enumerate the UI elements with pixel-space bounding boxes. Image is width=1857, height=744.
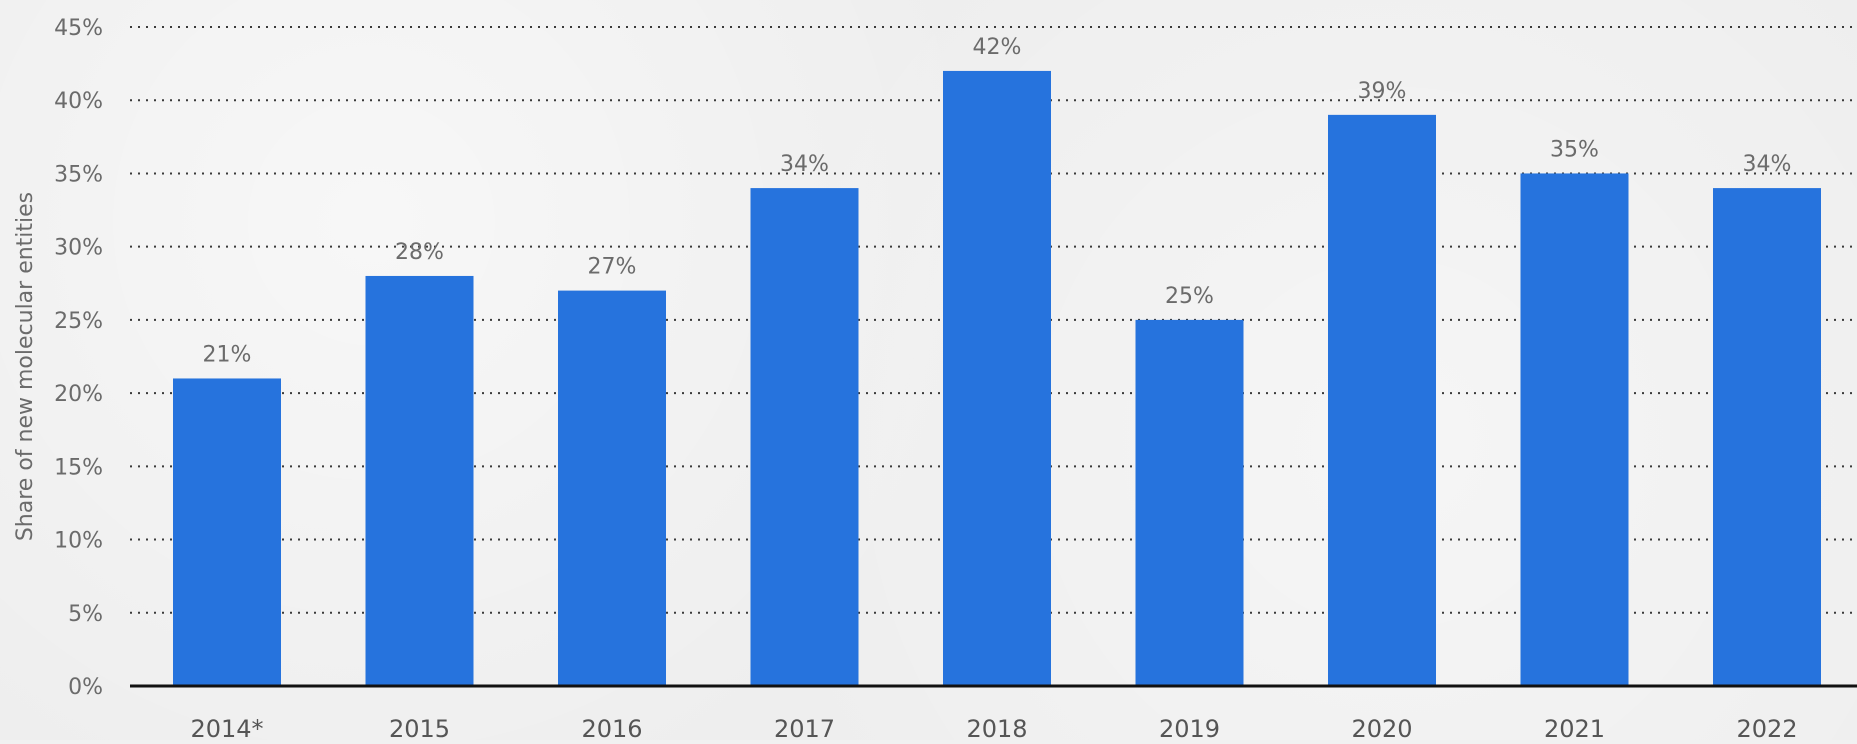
bar [173,378,281,686]
bar [365,275,474,686]
bar [1520,173,1629,686]
x-tick-label: 2018 [966,715,1027,740]
data-label: 25% [1165,284,1214,309]
y-tick-label: 45% [54,16,103,41]
y-tick-label: 20% [54,382,103,407]
data-label: 42% [973,35,1022,60]
data-label: 39% [1358,79,1407,104]
data-label: 34% [1743,152,1792,177]
data-label: 27% [588,255,637,280]
bar [558,290,666,686]
x-tick-label: 2019 [1159,715,1220,740]
bar [1328,114,1436,686]
y-axis-ticks: 0% 5% 10% 15% 20% 25% 30% 35% 40% 45% [54,16,103,700]
x-tick-label: 2015 [389,715,450,740]
data-label: 28% [395,240,444,265]
x-tick-label: 2014* [190,715,263,740]
data-labels: 21% 28% 27% 34% 42% 25% 39% 35% 34% [203,35,1792,368]
bars [173,70,1821,687]
x-axis-ticks: 2014* 2015 2016 2017 2018 2019 2020 2021 2022 [190,715,1797,743]
y-tick-label: 35% [54,162,103,187]
bar [1713,188,1821,687]
bar [1135,319,1244,686]
y-tick-label: 0% [68,675,103,700]
bar [943,70,1051,686]
x-tick-label: 2016 [581,715,642,740]
data-label: 21% [203,342,252,367]
y-axis-title: Share of new molecular entities [13,192,38,541]
data-label: 35% [1550,137,1599,162]
y-tick-label: 10% [54,529,103,554]
x-tick-label: 2022 [1736,715,1797,740]
y-tick-label: 25% [54,309,103,334]
bar [750,188,859,687]
x-tick-label: 2021 [1544,715,1605,740]
x-tick-label: 2017 [774,715,835,740]
y-tick-label: 5% [68,602,103,627]
data-label: 34% [780,152,829,177]
y-tick-label: 15% [54,455,103,480]
y-tick-label: 30% [54,236,103,261]
y-tick-label: 40% [54,89,103,114]
x-tick-label: 2020 [1351,715,1412,740]
